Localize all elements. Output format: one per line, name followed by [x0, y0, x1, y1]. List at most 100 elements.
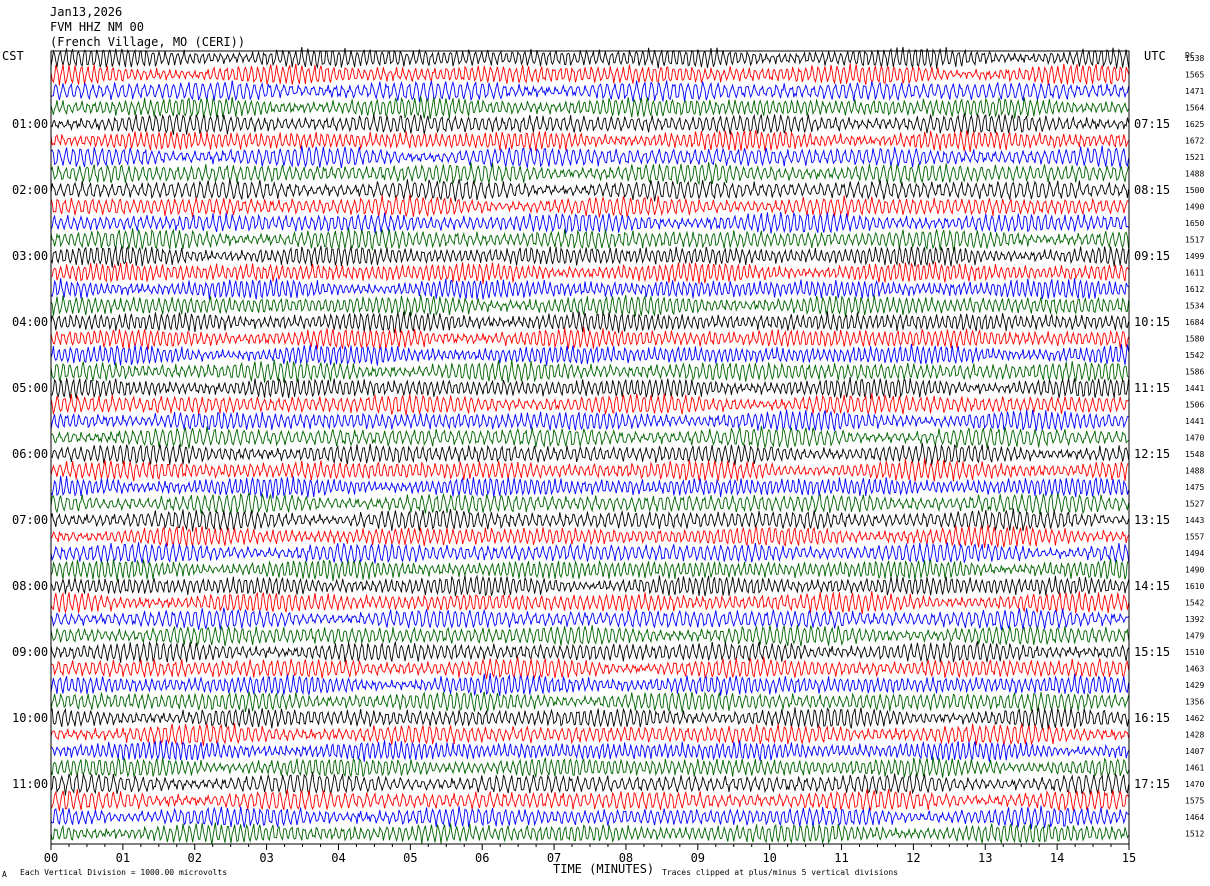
dc-offset-label: 1490	[1185, 203, 1204, 212]
dc-offset-label: 1672	[1185, 137, 1204, 146]
dc-offset-label: 1610	[1185, 582, 1204, 591]
x-tick-label: 04	[331, 851, 345, 865]
x-tick-label: 09	[691, 851, 705, 865]
right-hour-label: 17:15	[1134, 777, 1170, 791]
left-hour-labels: 01:00 02:00 03:00 04:00 05:00 06:00 07:00 08:00…	[12, 117, 48, 791]
x-tick-label: 13	[978, 851, 992, 865]
x-tick-label: 01	[116, 851, 130, 865]
dc-offset-label: 1684	[1185, 318, 1204, 327]
trace-line-31	[50, 558, 1129, 582]
right-hour-label: 12:15	[1134, 447, 1170, 461]
dc-offset-label: 1565	[1185, 71, 1204, 80]
right-hour-label: 07:15	[1134, 117, 1170, 131]
dc-offset-label: 1611	[1185, 269, 1204, 278]
dc-offset-label: 1488	[1185, 170, 1204, 179]
trace-line-11	[50, 227, 1130, 251]
trace-line-4	[50, 113, 1130, 136]
dc-offset-label: 1564	[1185, 104, 1204, 113]
dc-offset-label: 1542	[1185, 351, 1204, 360]
trace-line-13	[50, 261, 1129, 284]
dc-offset-label: 1548	[1185, 450, 1204, 459]
x-tick-label: 12	[906, 851, 920, 865]
trace-line-16	[50, 311, 1130, 334]
trace-line-10	[50, 211, 1129, 235]
trace-line-40	[50, 707, 1130, 730]
dc-offset-label: 1479	[1185, 632, 1204, 641]
dc-offset-label: 1441	[1185, 417, 1204, 426]
trace-line-36	[50, 640, 1130, 663]
trace-line-37	[50, 656, 1130, 680]
x-tick-label: 11	[834, 851, 848, 865]
dc-offset-label: 1517	[1185, 236, 1204, 245]
trace-line-38	[50, 673, 1130, 696]
left-hour-label: 04:00	[12, 315, 48, 329]
dc-offset-label: 1461	[1185, 764, 1204, 773]
x-tick-label: 03	[259, 851, 273, 865]
dc-offset-label: 1428	[1185, 731, 1204, 740]
trace-line-1	[50, 63, 1130, 86]
dc-offset-label: 1429	[1185, 681, 1204, 690]
trace-line-12	[50, 245, 1130, 268]
trace-line-34	[50, 607, 1129, 631]
right-hour-label: 08:15	[1134, 183, 1170, 197]
trace-line-45	[50, 789, 1129, 812]
left-hour-label: 01:00	[12, 117, 48, 131]
trace-line-9	[50, 194, 1129, 218]
trace-line-19	[50, 359, 1129, 383]
dc-offset-label: 1506	[1185, 401, 1204, 410]
x-tick-label: 02	[188, 851, 202, 865]
dc-offset-label: 1443	[1185, 516, 1204, 525]
x-tick-label: 05	[403, 851, 417, 865]
dc-offset-labels: 1538 1565 1471 1564 1625 1672 1521 1488 1500 1490…	[1185, 54, 1204, 839]
trace-line-46	[50, 805, 1129, 829]
trace-line-41	[50, 723, 1130, 747]
right-hour-label: 15:15	[1134, 645, 1170, 659]
right-hour-label: 13:15	[1134, 513, 1170, 527]
trace-lines	[50, 46, 1130, 845]
trace-line-29	[50, 524, 1129, 549]
dc-offset-label: 1392	[1185, 615, 1204, 624]
trace-line-24	[50, 442, 1130, 465]
left-hour-label: 07:00	[12, 513, 48, 527]
dc-offset-label: 1538	[1185, 54, 1204, 63]
dc-offset-label: 1510	[1185, 648, 1204, 657]
right-hour-labels: 07:15 08:15 09:15 10:15 11:15 12:15 13:15 14:15…	[1134, 117, 1170, 791]
right-hour-label: 16:15	[1134, 711, 1170, 725]
trace-line-23	[50, 426, 1129, 449]
trace-line-8	[50, 179, 1130, 202]
left-hour-label: 02:00	[12, 183, 48, 197]
trace-line-42	[50, 739, 1130, 762]
dc-offset-label: 1441	[1185, 384, 1204, 393]
trace-line-5	[50, 129, 1129, 153]
dc-offset-label: 1490	[1185, 566, 1204, 575]
trace-line-47	[50, 822, 1129, 845]
right-hour-label: 11:15	[1134, 381, 1170, 395]
dc-offset-label: 1463	[1185, 665, 1204, 674]
trace-line-18	[50, 343, 1130, 366]
dc-offset-label: 1512	[1185, 830, 1204, 839]
dc-offset-label: 1575	[1185, 797, 1204, 806]
x-tick-label: 07	[547, 851, 561, 865]
trace-line-28	[50, 508, 1130, 532]
trace-line-14	[50, 277, 1129, 300]
dc-offset-label: 1475	[1185, 483, 1204, 492]
trace-line-43	[50, 756, 1130, 778]
trace-line-27	[50, 492, 1130, 515]
dc-offset-label: 1612	[1185, 285, 1204, 294]
dc-offset-label: 1625	[1185, 120, 1204, 129]
trace-line-21	[50, 393, 1129, 416]
dc-offset-label: 1470	[1185, 780, 1204, 789]
right-timezone-label: UTC	[1144, 49, 1166, 63]
trace-line-6	[50, 145, 1130, 169]
trace-line-20	[50, 377, 1130, 400]
dc-offset-label: 1464	[1185, 813, 1204, 822]
left-hour-label: 06:00	[12, 447, 48, 461]
dc-offset-label: 1557	[1185, 533, 1204, 542]
trace-line-22	[50, 409, 1129, 432]
footer-clip: Traces clipped at plus/minus 5 vertical …	[662, 868, 898, 877]
footer-marker: A	[2, 870, 7, 879]
x-tick-label: 14	[1050, 851, 1064, 865]
dc-offset-label: 1527	[1185, 500, 1204, 509]
right-hour-label: 14:15	[1134, 579, 1170, 593]
